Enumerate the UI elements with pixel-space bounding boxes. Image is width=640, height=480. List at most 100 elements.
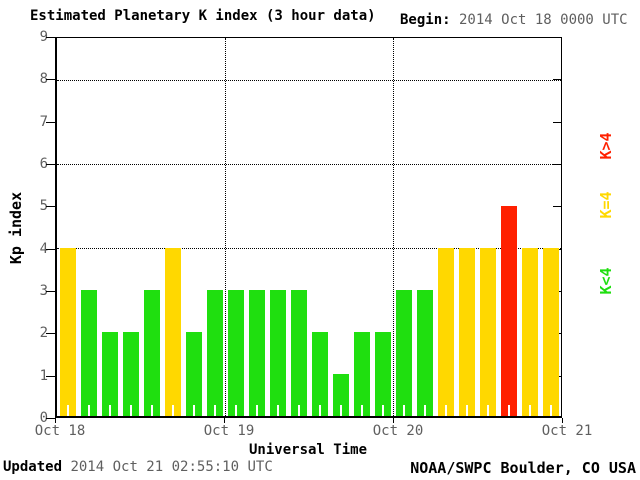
hour-tick xyxy=(234,405,237,416)
y-tick-label: 1 xyxy=(39,367,48,384)
updated-label: Updated xyxy=(3,459,63,475)
y-tick-label: 6 xyxy=(39,156,48,172)
kp-bar xyxy=(416,290,433,416)
x-day-label: Oct 19 xyxy=(203,423,255,439)
kp-bar xyxy=(248,290,265,416)
hour-tick xyxy=(297,405,300,416)
kp-slot xyxy=(393,38,414,416)
kp-bar xyxy=(227,290,244,416)
hour-tick xyxy=(129,405,132,416)
day-divider xyxy=(393,38,394,416)
gridline-k4 xyxy=(57,248,561,249)
kp-slot xyxy=(519,38,540,416)
kp-slot xyxy=(57,38,78,416)
kp-bar xyxy=(185,332,202,416)
x-day-label: Oct 21 xyxy=(541,423,593,439)
x-day-label: Oct 18 xyxy=(34,423,86,439)
credit-text: NOAA/SWPC Boulder, CO USA xyxy=(410,459,636,477)
hour-tick xyxy=(549,405,552,416)
y-tick-mark-left xyxy=(46,248,55,250)
hour-tick xyxy=(192,405,195,416)
kp-bar xyxy=(290,290,307,416)
kp-bar xyxy=(311,332,328,416)
hour-tick xyxy=(360,405,363,416)
kp-slot xyxy=(288,38,309,416)
plot-area xyxy=(55,37,562,418)
hour-tick xyxy=(339,405,342,416)
y-tick-label: 8 xyxy=(39,71,48,88)
kp-slot xyxy=(267,38,288,416)
kp-slot xyxy=(246,38,267,416)
y-tick-mark-left xyxy=(46,206,55,208)
y-tick-mark-left xyxy=(46,164,55,165)
legend-label-equal4: K=4 xyxy=(597,191,615,219)
kp-slot xyxy=(477,38,498,416)
hour-tick xyxy=(465,405,468,416)
gridline-k6 xyxy=(57,164,561,165)
kp-bar xyxy=(395,290,412,416)
kp-bar xyxy=(353,332,370,416)
kp-slot xyxy=(309,38,330,416)
bars-container xyxy=(57,38,561,416)
hour-tick xyxy=(276,405,279,416)
kp-bar xyxy=(164,248,181,416)
x-tick-mark xyxy=(55,418,56,423)
kp-slot xyxy=(351,38,372,416)
y-tick-mark-left xyxy=(46,121,55,123)
x-day-label: Oct 20 xyxy=(372,423,424,439)
y-tick-label: 5 xyxy=(39,198,48,215)
y-tick-mark-right xyxy=(553,79,561,81)
y-tick-label: 9 xyxy=(39,29,48,45)
y-tick-label: 7 xyxy=(39,113,48,130)
kp-bar xyxy=(542,248,559,416)
updated-value: 2014 Oct 21 02:55:10 UTC xyxy=(70,459,273,475)
kp-slot xyxy=(225,38,246,416)
hour-tick xyxy=(66,405,69,416)
kp-bar xyxy=(374,332,391,416)
x-tick-mark xyxy=(562,418,563,423)
y-tick-mark-left xyxy=(46,79,55,81)
kp-slot xyxy=(498,38,519,416)
kp-bar xyxy=(437,248,454,416)
kp-slot xyxy=(540,38,561,416)
y-tick-mark-left xyxy=(46,37,55,38)
kp-bar xyxy=(500,206,517,416)
kp-bar xyxy=(479,248,496,416)
hour-tick xyxy=(318,405,321,416)
y-tick-label: 3 xyxy=(39,283,48,299)
x-tick-mark xyxy=(224,418,225,423)
y-tick-mark-left xyxy=(46,333,55,335)
kp-slot xyxy=(99,38,120,416)
y-tick-label: 0 xyxy=(39,410,48,426)
hour-tick xyxy=(171,405,174,416)
hour-tick xyxy=(87,405,90,416)
kp-slot xyxy=(162,38,183,416)
plot-inner xyxy=(57,38,561,416)
kp-bar xyxy=(458,248,475,416)
y-tick-label: 4 xyxy=(39,240,48,257)
kp-slot xyxy=(204,38,225,416)
kp-bar xyxy=(80,290,97,416)
kp-bar xyxy=(122,332,139,416)
kp-bar xyxy=(143,290,160,416)
kp-slot xyxy=(183,38,204,416)
y-tick-mark-left xyxy=(46,418,55,419)
kp-slot xyxy=(78,38,99,416)
day-divider xyxy=(225,38,226,416)
legend-label-below4: K<4 xyxy=(597,267,615,295)
x-tick-mark xyxy=(393,418,394,423)
hour-tick xyxy=(486,405,489,416)
kp-slot xyxy=(141,38,162,416)
hour-tick xyxy=(213,405,216,416)
gridline-k8 xyxy=(57,80,561,81)
kp-slot xyxy=(456,38,477,416)
hour-tick xyxy=(108,405,111,416)
kp-slot xyxy=(330,38,351,416)
begin-label: Begin: xyxy=(400,12,451,28)
kp-bar xyxy=(332,374,349,416)
hour-tick xyxy=(423,405,426,416)
chart-title: Estimated Planetary K index (3 hour data… xyxy=(30,8,376,24)
begin-value: 2014 Oct 18 0000 UTC xyxy=(459,12,628,28)
y-tick-mark-right xyxy=(553,121,561,123)
kp-slot xyxy=(435,38,456,416)
